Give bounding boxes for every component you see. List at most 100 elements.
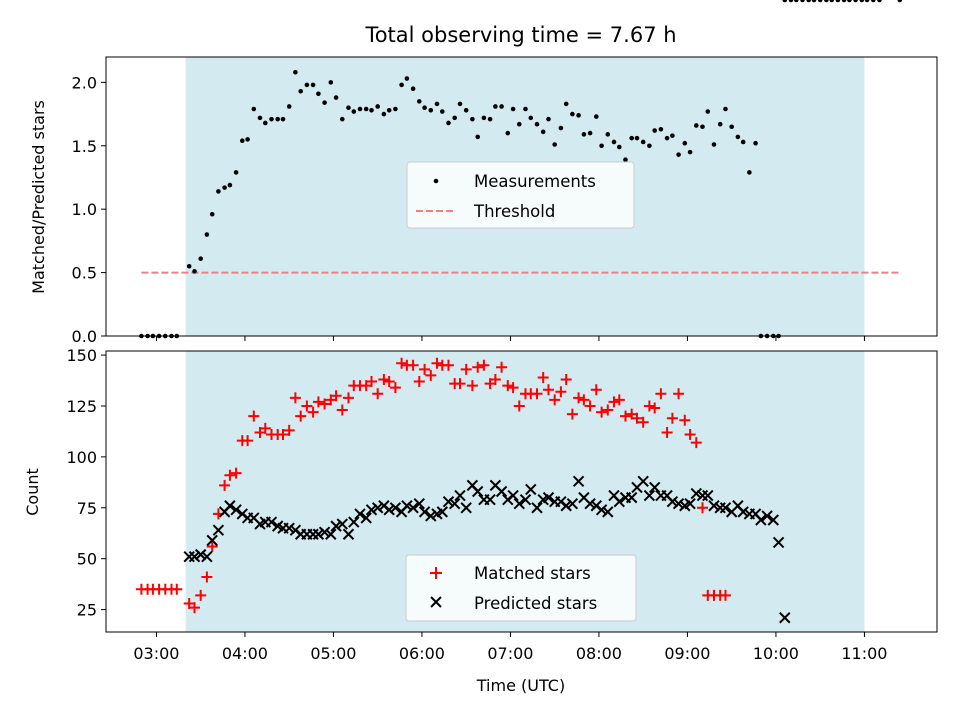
measurement-point — [487, 116, 493, 122]
x-axis-label: Time (UTC) — [476, 676, 565, 695]
measurement-point — [897, 0, 903, 3]
predicted-stars-series — [184, 476, 791, 624]
matched-star-point — [413, 376, 425, 388]
predicted-star-point — [761, 510, 773, 522]
matched-star-point — [696, 502, 708, 514]
predicted-star-point — [525, 483, 537, 496]
measurement-point — [470, 116, 475, 122]
measurement-point — [386, 107, 392, 113]
predicted-star-point — [188, 550, 201, 563]
matched-star-point — [590, 384, 602, 396]
predicted-star-point — [519, 493, 532, 506]
top-y-axis: 0.0 0.5 1.0 1.5 2.0 — [72, 73, 106, 346]
matched-star-point — [336, 404, 348, 416]
predicted-star-point — [418, 506, 431, 518]
matched-star-point — [301, 400, 313, 412]
measurement-point — [316, 91, 321, 97]
matched-star-point — [679, 414, 691, 426]
legend-label-threshold: Threshold — [473, 202, 555, 221]
measurement-point — [599, 143, 604, 149]
measurement-point — [523, 106, 528, 112]
measurement-point — [422, 105, 427, 111]
measurement-point — [298, 88, 303, 94]
measurement-point — [576, 113, 581, 118]
measurement-point — [404, 76, 410, 81]
predicted-star-point — [542, 491, 555, 504]
measurement-point — [416, 99, 422, 104]
matched-star-point — [596, 406, 608, 418]
matched-star-point — [549, 394, 561, 406]
measurement-point — [729, 124, 734, 130]
measurement-point — [570, 111, 575, 117]
x-tick-label: 07:00 — [487, 644, 533, 663]
predicted-star-point — [401, 500, 413, 512]
bottom-y-tick-label: 100 — [66, 448, 97, 467]
legend-marker-matched-stars — [430, 567, 442, 579]
matched-star-point — [319, 398, 331, 410]
matched-star-point — [690, 437, 702, 449]
measurement-point — [428, 107, 434, 113]
predicted-star-point — [779, 612, 791, 624]
measurement-point — [859, 0, 865, 3]
measurement-point — [452, 115, 457, 121]
measurement-point — [192, 269, 197, 274]
matched-star-point — [542, 384, 554, 396]
predicted-star-point — [484, 493, 496, 506]
predicted-star-point — [212, 524, 225, 536]
bottom-legend: Matched stars Predicted stars — [405, 554, 637, 622]
matched-star-point — [195, 589, 207, 601]
measurement-point — [817, 0, 823, 3]
matched-star-point — [478, 359, 490, 371]
measurement-point — [262, 120, 268, 126]
predicted-star-point — [383, 504, 395, 516]
bottom-y-tick-label: 50 — [77, 550, 97, 569]
predicted-star-point — [531, 502, 543, 514]
matched-star-point — [661, 426, 673, 438]
matched-star-point — [431, 357, 443, 369]
measurement-point — [186, 263, 192, 269]
measurement-point — [670, 133, 675, 138]
matched-star-point — [342, 392, 354, 404]
measurement-point — [793, 0, 799, 3]
measurement-point — [540, 129, 546, 135]
measurement-point — [499, 104, 504, 109]
measurement-point — [682, 140, 688, 146]
matched-star-point — [442, 359, 454, 371]
predicted-star-point — [224, 500, 236, 512]
bottom-legend-box — [405, 554, 637, 622]
measurement-point — [782, 0, 788, 3]
measurement-point — [877, 0, 882, 3]
measurement-point — [280, 116, 286, 122]
top-y-tick-label: 0.0 — [72, 327, 97, 346]
predicted-star-point — [389, 502, 402, 514]
matched-star-point — [454, 378, 466, 390]
measurement-point — [286, 104, 292, 109]
matched-star-point — [330, 390, 342, 402]
predicted-star-point — [436, 506, 449, 518]
measurement-point — [275, 116, 280, 122]
measurement-point — [204, 232, 210, 237]
predicted-star-point — [560, 500, 572, 512]
predicted-star-point — [584, 498, 596, 510]
matched-star-point — [555, 386, 567, 398]
measurement-point — [605, 132, 611, 137]
measurement-point — [806, 0, 811, 3]
matched-star-point — [224, 469, 236, 481]
x-tick-label: 11:00 — [841, 644, 887, 663]
predicted-star-point — [312, 528, 325, 540]
measurement-point — [209, 211, 215, 217]
matched-star-point — [277, 428, 289, 440]
bottom-panel: 25 50 75 100 125 150 03:00 04:00 05:00 06:00 07:0… — [23, 346, 938, 695]
measurement-point — [227, 182, 233, 188]
top-y-axis-label: Matched/Predicted stars — [29, 100, 48, 294]
matched-star-point — [507, 382, 519, 394]
matched-star-point — [513, 400, 525, 412]
measurement-point — [870, 0, 876, 3]
measurement-point — [788, 0, 794, 3]
measurement-point — [658, 126, 664, 132]
measurement-point — [740, 139, 746, 145]
matched-star-point — [560, 374, 572, 386]
top-y-tick-label: 0.5 — [72, 264, 97, 283]
x-tick-label: 08:00 — [576, 644, 622, 663]
predicted-star-point — [648, 481, 661, 494]
